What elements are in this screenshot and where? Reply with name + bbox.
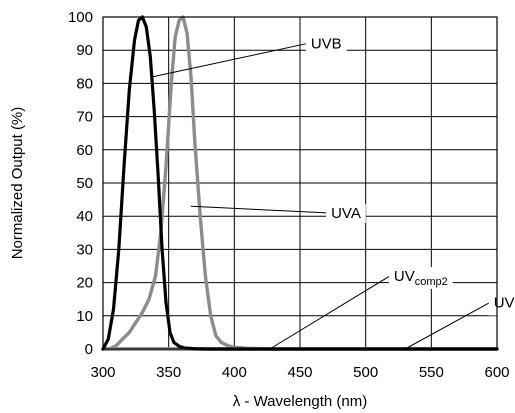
annotation-uva: UVA <box>190 203 366 223</box>
y-tick-label: 0 <box>85 341 93 358</box>
y-tick-label: 10 <box>76 308 93 325</box>
plot-frame <box>102 16 498 350</box>
x-tick-label: 500 <box>353 364 378 381</box>
x-axis-label: λ - Wavelength (nm) <box>233 393 367 410</box>
series-line-uva <box>101 15 499 351</box>
y-tick-label: 90 <box>76 42 93 59</box>
annotation-bg-uva <box>326 203 366 223</box>
x-tick-label: 450 <box>287 364 312 381</box>
x-tick-label: 550 <box>419 364 444 381</box>
series-line-uvb <box>101 15 499 351</box>
y-tick-label: 50 <box>76 175 93 192</box>
y-tick-labels: 0 10 20 30 40 50 60 70 80 90 100 <box>68 9 93 358</box>
annotation-leader-uvcomp1 <box>404 302 490 350</box>
annotation-layer: UVB UVA UVcomp2 UVcomp1 <box>152 34 515 350</box>
annotation-leader-uva <box>190 205 328 214</box>
annotation-uvcomp2: UVcomp2 <box>269 266 453 350</box>
annotation-uvb: UVB <box>152 34 347 78</box>
y-tick-label: 30 <box>76 241 93 258</box>
annotation-leader-uvb <box>152 43 307 78</box>
y-tick-label: 80 <box>76 75 93 92</box>
annotation-bg-uvcomp2 <box>388 266 453 289</box>
annotation-label-uvcomp2: UVcomp2 <box>394 268 448 288</box>
y-tick-label: 60 <box>76 142 93 159</box>
y-axis-label: Normalized Output (%) <box>9 107 26 260</box>
y-tick-label: 20 <box>76 275 93 292</box>
annotation-bg-uvcomp1 <box>488 293 515 316</box>
x-tick-label: 400 <box>222 364 247 381</box>
annotation-leader-uvcomp2 <box>269 275 391 350</box>
annotation-label-uva: UVA <box>331 205 361 222</box>
x-tick-label: 300 <box>90 364 115 381</box>
y-tick-label: 70 <box>76 109 93 126</box>
x-tick-label: 600 <box>484 364 509 381</box>
y-tick-label: 100 <box>68 9 93 26</box>
annotation-uvcomp1: UVcomp1 <box>404 293 515 350</box>
grid <box>103 17 497 349</box>
annotation-label-uvb: UVB <box>311 36 342 53</box>
annotation-bg-uvb <box>305 34 347 54</box>
y-tick-label: 40 <box>76 208 93 225</box>
x-tick-labels: 300 350 400 450 500 550 600 <box>90 364 509 381</box>
x-tick-label: 350 <box>156 364 181 381</box>
